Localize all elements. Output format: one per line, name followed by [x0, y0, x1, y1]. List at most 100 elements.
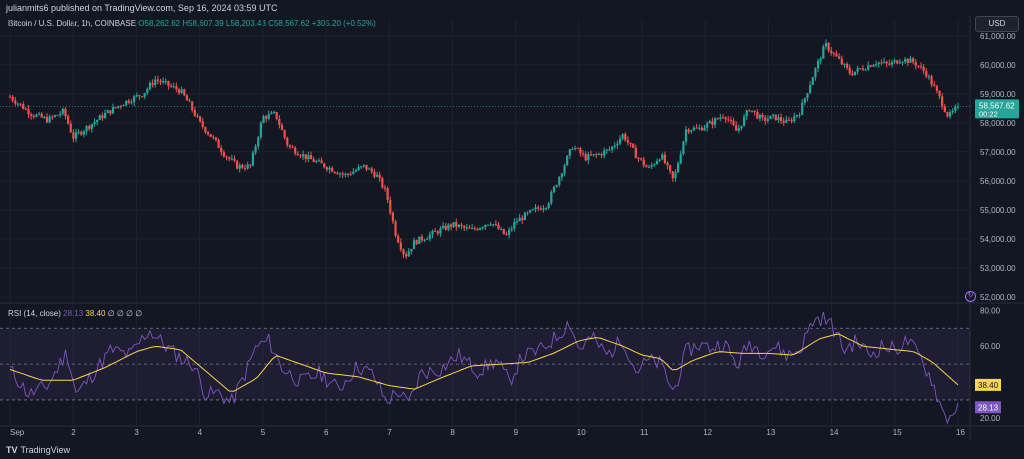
- last-price-label: 58,567.62: [979, 101, 1015, 110]
- candle: [66, 114, 70, 125]
- candle-body: [507, 229, 511, 235]
- candle-body: [35, 114, 38, 117]
- symbol-legend: Bitcoin / U.S. Dollar, 1h, COINBASE O58,…: [8, 19, 376, 28]
- candle-body: [869, 65, 872, 67]
- refresh-icon[interactable]: ↻: [965, 291, 976, 302]
- candle: [389, 196, 392, 216]
- candle-body: [317, 160, 321, 162]
- candle-body: [172, 86, 175, 88]
- rsi-ma-badge-label: 38.40: [978, 381, 999, 390]
- candle-body: [111, 107, 115, 114]
- candle-body: [534, 207, 537, 210]
- publish-info: julianmits6 published on TradingView.com…: [6, 3, 278, 13]
- candle-body: [552, 186, 556, 193]
- candle-body: [130, 102, 133, 104]
- candle-body: [254, 146, 257, 153]
- rsi-settings-icons[interactable]: ∅ ∅ ∅ ∅: [107, 309, 143, 318]
- candle-body: [624, 134, 627, 141]
- candle: [220, 145, 223, 156]
- candle-body: [117, 106, 120, 108]
- time-tick-label: 14: [830, 428, 839, 437]
- price-chart[interactable]: 61,000.00 60,000.00 59,000.00 58,000.00 57,0…: [0, 0, 1024, 440]
- candle: [265, 114, 268, 123]
- candle-body: [162, 81, 165, 83]
- currency-button[interactable]: USD: [975, 16, 1019, 32]
- price-tick-label: 52,000.00: [980, 293, 1016, 302]
- candle-body: [835, 53, 838, 57]
- candle-body: [478, 227, 482, 230]
- candle-body: [407, 251, 410, 257]
- candle: [838, 53, 841, 60]
- candle-body: [11, 96, 14, 101]
- candle-body: [280, 125, 284, 131]
- candle: [769, 115, 772, 120]
- candle-body: [37, 113, 41, 115]
- candle-body: [642, 159, 645, 166]
- candle-body: [354, 170, 358, 172]
- candle: [708, 119, 711, 124]
- candle: [235, 159, 239, 170]
- candle: [500, 226, 503, 231]
- candle: [647, 164, 651, 169]
- candle: [845, 62, 849, 71]
- candle: [547, 201, 550, 210]
- candle-body: [80, 131, 83, 135]
- candle-body: [235, 160, 239, 169]
- candle-body: [766, 119, 769, 121]
- candle: [737, 124, 740, 134]
- candle: [698, 124, 701, 131]
- candle-body: [700, 127, 703, 131]
- price-tick-label: 55,000.00: [980, 206, 1016, 215]
- candle-body: [922, 66, 925, 72]
- candle: [428, 231, 431, 242]
- candle: [59, 111, 62, 118]
- candle: [642, 156, 645, 168]
- candle: [283, 129, 286, 140]
- candle-body: [621, 134, 624, 139]
- candle-body: [378, 174, 381, 178]
- candle: [180, 86, 183, 94]
- candle-body: [109, 110, 112, 114]
- candle: [77, 129, 80, 135]
- candle: [948, 109, 952, 120]
- candle-body: [898, 62, 902, 64]
- candle-body: [658, 159, 661, 161]
- candle: [228, 156, 231, 162]
- candle-body: [888, 63, 891, 65]
- candle: [896, 59, 899, 65]
- candle-body: [201, 121, 204, 128]
- candle-body: [476, 228, 479, 230]
- candle-body: [610, 146, 614, 150]
- candle-body: [465, 227, 468, 229]
- candle-body: [304, 154, 307, 160]
- candle: [286, 136, 289, 148]
- candle-body: [647, 166, 651, 168]
- candle-body: [529, 209, 532, 213]
- candle-body: [489, 224, 492, 226]
- candle-body: [492, 224, 495, 226]
- candle: [798, 112, 801, 119]
- candle-body: [412, 240, 416, 250]
- candle-body: [550, 192, 553, 204]
- candle: [40, 112, 43, 119]
- candle-body: [824, 43, 828, 47]
- candle: [463, 224, 466, 232]
- candle: [872, 63, 875, 67]
- candle: [859, 67, 862, 70]
- candle: [809, 81, 812, 94]
- candle: [574, 145, 577, 151]
- candle-body: [262, 116, 265, 124]
- candle-body: [782, 120, 785, 123]
- rsi-value-badge: [975, 401, 1001, 414]
- candle-body: [156, 79, 159, 81]
- candle-body: [838, 56, 841, 59]
- candle: [82, 129, 86, 138]
- footer: TV TradingView: [0, 440, 1024, 459]
- candle-body: [338, 173, 342, 175]
- candle-body: [238, 165, 241, 169]
- candle-body: [526, 212, 529, 214]
- time-tick-label: Sep: [10, 428, 25, 437]
- candle-body: [745, 110, 748, 117]
- candle: [304, 154, 307, 163]
- candle: [74, 128, 78, 143]
